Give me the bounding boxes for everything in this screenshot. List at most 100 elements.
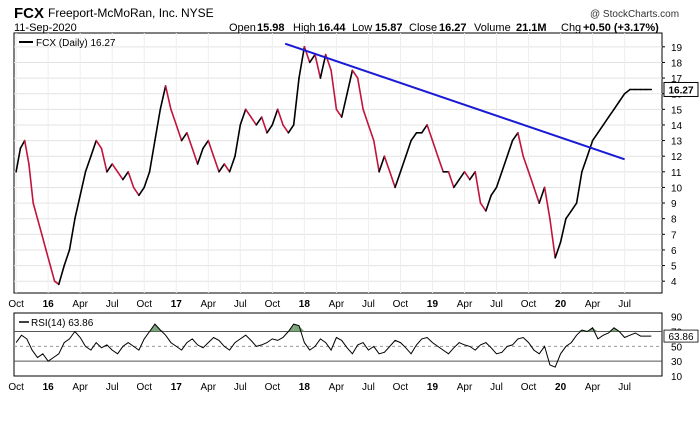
price-segment [180,132,188,142]
change-label: Chg [561,22,581,34]
price-segment [74,194,81,220]
x-tick-label: Jul [362,382,375,393]
price-segment [45,249,52,267]
price-segment [287,124,295,134]
x-tick-label: 20 [555,299,567,310]
price-segment [23,139,30,165]
price-segment [111,163,119,173]
price-segment [362,108,370,126]
x-tick-label: Apr [72,382,88,393]
price-segment [506,139,514,157]
price-segment [474,171,482,204]
price-segment [143,171,151,189]
price-y-tick-label: 10 [671,183,683,194]
price-legend: FCX (Daily) 16.27 [36,38,116,49]
brand-watermark: @ StockCharts.com [590,9,679,20]
price-segment [79,171,87,197]
price-segment [228,155,236,173]
price-segment [63,249,71,267]
rsi-overbought-fill [293,324,300,332]
price-segment [49,264,56,283]
quote-date: 11-Sep-2020 [14,22,77,34]
price-segment [53,280,60,286]
price-segment [597,124,605,134]
price-segment [271,108,279,126]
x-tick-label: Oct [265,382,281,393]
x-tick-label: Jul [106,382,119,393]
price-segment [559,217,567,243]
x-tick-label: Apr [457,382,473,393]
price-segment [426,124,434,142]
price-segment [501,155,509,173]
price-segment [340,92,348,118]
rsi-x-axis: Oct 16 Apr Jul Oct 17 Apr Jul Oct 18 Apr Jul Oct 19 Ap… [8,382,631,393]
x-tick-label: Jul [618,299,631,310]
last-price-box [663,81,699,97]
price-segment [495,171,503,189]
price-segment [581,155,589,173]
x-tick-label: Oct [136,382,152,393]
open-label: Open [229,22,256,34]
x-tick-label: 18 [299,299,311,310]
price-segment [266,124,274,134]
price-segment [485,194,493,212]
price-segment [132,186,140,197]
price-segment [164,85,172,111]
price-segment [122,171,129,181]
price-x-axis: Oct 16 Apr Jul Oct 17 Apr Jul Oct 18 Apr Jul Oct 19 Ap… [8,299,631,310]
rsi-y-tick-label: 90 [671,313,683,324]
price-segment [292,77,300,126]
close-label: Close [409,22,437,34]
price-segment [468,171,477,181]
rsi-y-tick-label: 50 [671,342,683,353]
price-segment [522,155,530,173]
x-tick-label: Jul [106,299,119,310]
price-segment [106,163,113,173]
x-tick-label: Apr [457,299,473,310]
rsi-y-tick-label: 30 [671,357,683,368]
price-y-tick-label: 6 [671,246,677,257]
x-tick-label: Oct [8,299,24,310]
price-y-tick-label: 15 [671,105,683,116]
volume-value: 21.1M [516,22,547,34]
price-segment [330,69,338,111]
x-tick-label: Oct [136,299,152,310]
price-segment [191,147,199,165]
x-tick-label: 17 [171,382,183,393]
price-segment [452,178,461,189]
price-y-tick-label: 8 [671,215,677,226]
high-label: High [293,22,316,34]
rsi-series [15,323,652,368]
price-segment [116,171,124,181]
price-segment [543,186,551,220]
price-segment [479,202,487,212]
x-tick-label: 20 [555,382,567,393]
price-segment [298,45,306,79]
price-segment [207,139,215,157]
price-segment [32,202,39,220]
price-segment [308,53,316,64]
price-segment [250,116,258,126]
x-tick-label: Jul [234,382,247,393]
price-y-tick-label: 7 [671,230,677,241]
price-segment [234,124,242,157]
price-segment [623,88,631,95]
price-segment [533,186,541,204]
price-segment [218,163,226,173]
price-segment [282,124,290,134]
price-segment [554,241,562,259]
price-segment [463,171,471,181]
rsi-panel [13,312,663,377]
x-tick-label: 19 [427,382,439,393]
price-y-axis: 4567891011121314151617181916.27 [662,43,699,288]
rsi-line [15,323,652,368]
price-segment [335,108,343,118]
price-y-tick-label: 13 [671,137,683,148]
price-segment [420,124,428,134]
price-segment [602,116,610,126]
price-segment [490,186,498,197]
x-tick-label: Apr [585,382,601,393]
x-tick-label: Jul [618,382,631,393]
price-segment [212,155,220,173]
price-segment [127,171,135,189]
